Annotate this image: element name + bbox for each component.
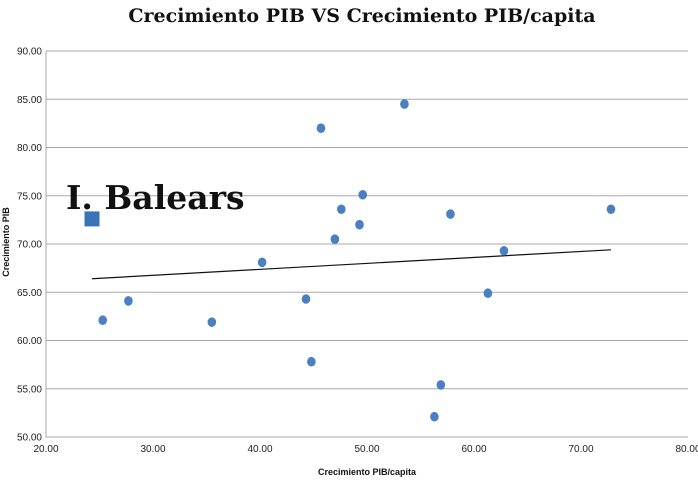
highlight-marker: [84, 211, 100, 227]
data-point: [400, 99, 409, 109]
data-point: [446, 209, 455, 219]
data-point: [430, 411, 439, 422]
x-tick-label: 40.00: [247, 444, 272, 455]
y-tick-label: 60.00: [17, 336, 42, 347]
data-point: [358, 189, 368, 200]
y-tick-label: 65.00: [17, 288, 42, 299]
data-point: [98, 315, 108, 326]
data-point: [330, 234, 340, 244]
x-tick-label: 70.00: [568, 444, 593, 455]
data-point: [307, 356, 316, 367]
data-point: [499, 245, 509, 256]
highlight-label: I. Balears: [66, 178, 245, 217]
y-tick-labels: 50.00 55.00 60.00 65.00 70.00 75.00 80.00 85.00…: [17, 47, 42, 444]
data-point: [301, 294, 311, 304]
data-point: [124, 296, 133, 306]
trend-line: [91, 249, 611, 280]
data-points: [98, 99, 616, 422]
y-tick-label: 80.00: [17, 143, 42, 154]
data-point: [257, 257, 267, 268]
y-tick-label: 55.00: [17, 384, 42, 395]
x-axis-label: Crecimiento PIB/capita: [318, 467, 417, 477]
x-tick-label: 30.00: [140, 444, 165, 455]
y-tick-label: 75.00: [17, 191, 42, 202]
data-point: [316, 123, 326, 133]
x-tick-label: 50.00: [354, 444, 379, 455]
chart-title: Crecimiento PIB VS Crecimiento PIB/capit…: [128, 5, 595, 27]
y-tick-label: 70.00: [17, 240, 42, 251]
data-point: [355, 219, 364, 230]
y-tick-label: 85.00: [17, 95, 42, 106]
data-point: [207, 317, 217, 327]
x-tick-label: 60.00: [461, 444, 486, 455]
data-point: [606, 204, 616, 215]
x-tick-label: 20.00: [33, 444, 58, 455]
data-point: [436, 380, 446, 390]
grid-lines: [45, 50, 688, 438]
y-tick-label: 90.00: [17, 47, 42, 58]
y-tick-label: 50.00: [17, 433, 42, 444]
y-axis-label: Crecimiento PIB: [1, 207, 11, 277]
data-point: [337, 204, 346, 215]
x-tick-label: 80.00: [675, 444, 698, 455]
x-tick-labels: 20.00 30.00 40.00 50.00 60.00 70.00 80.00: [33, 444, 698, 455]
data-point: [483, 288, 493, 299]
